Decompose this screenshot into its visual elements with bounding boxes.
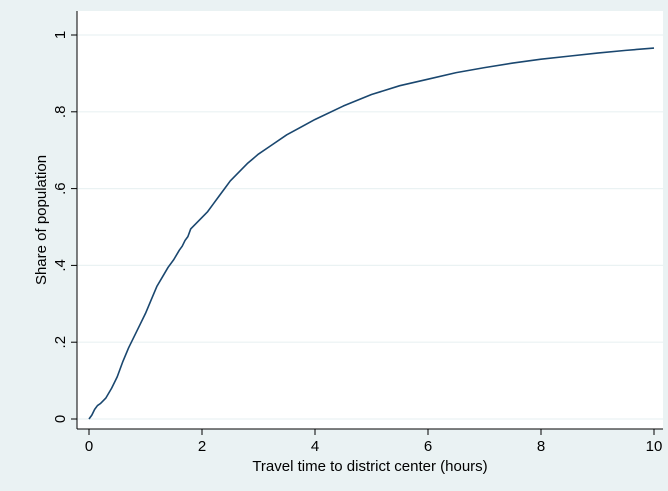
tick-group: 0 2 4 6 8 10 0 .2 .4 .6 .8 1 [52,31,662,455]
x-tick-label: 2 [198,438,206,455]
y-tick-label: .8 [52,106,69,119]
y-tick-label: .4 [52,259,69,272]
x-axis-label: Travel time to district center (hours) [252,458,487,475]
y-tick-label: 0 [52,415,69,423]
x-tick-label: 6 [424,438,432,455]
x-tick-label: 10 [646,438,663,455]
series-line [88,47,655,420]
x-tick-label: 8 [537,438,545,455]
y-axis-label: Share of population [33,155,50,285]
series-group [88,47,655,420]
axes [76,11,663,430]
gridlines [77,34,663,420]
plot-area [77,11,663,429]
x-tick-label: 0 [85,438,93,455]
y-tick-label: 1 [52,31,69,39]
x-tick-label: 4 [311,438,319,455]
y-tick-label: .6 [52,182,69,195]
y-tick-label: .2 [52,336,69,349]
